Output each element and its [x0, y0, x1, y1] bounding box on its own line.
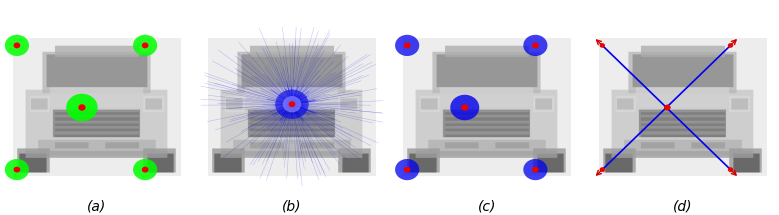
Circle shape: [450, 95, 479, 120]
Text: (c): (c): [478, 199, 496, 213]
Circle shape: [728, 43, 733, 48]
Circle shape: [600, 167, 605, 172]
Circle shape: [664, 104, 671, 111]
Circle shape: [133, 35, 157, 56]
Circle shape: [461, 104, 468, 111]
Circle shape: [5, 159, 29, 180]
Circle shape: [66, 94, 97, 121]
Circle shape: [523, 159, 548, 180]
Circle shape: [288, 101, 295, 107]
Circle shape: [275, 89, 308, 119]
Circle shape: [142, 167, 149, 172]
Circle shape: [395, 35, 419, 56]
Circle shape: [532, 167, 539, 172]
Circle shape: [395, 159, 419, 180]
Circle shape: [78, 104, 86, 111]
Circle shape: [532, 43, 539, 48]
Text: (b): (b): [282, 199, 301, 213]
Circle shape: [142, 43, 149, 48]
Circle shape: [404, 43, 411, 48]
Circle shape: [5, 35, 29, 56]
Circle shape: [728, 167, 733, 172]
Circle shape: [13, 167, 20, 172]
Circle shape: [133, 159, 157, 180]
Circle shape: [523, 35, 548, 56]
Circle shape: [600, 43, 605, 48]
Text: (d): (d): [672, 199, 692, 213]
Circle shape: [283, 96, 301, 112]
Circle shape: [13, 43, 20, 48]
Circle shape: [404, 167, 411, 172]
Text: (a): (a): [87, 199, 107, 213]
